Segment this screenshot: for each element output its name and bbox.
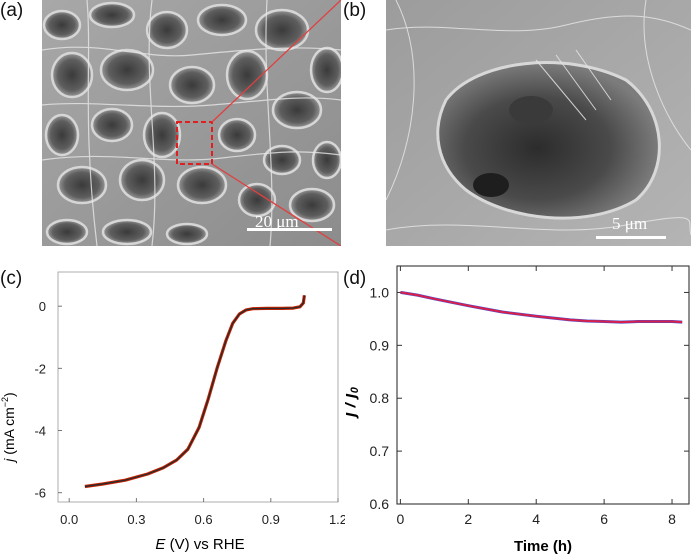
y-axis-label-d: j / j0 (345, 386, 361, 419)
y-tick-label-c: 0 (39, 299, 46, 314)
scale-bar-b (596, 236, 666, 239)
x-axis-label-d: Time (h) (514, 538, 572, 555)
x-tick-label-d: 0 (396, 511, 404, 527)
lsv-chart: 0.0 0.3 0.6 0.9 1.2 0 -2 -4 -6 E (V) vs RHE j (m… (0, 271, 345, 553)
plot-frame-d (396, 265, 690, 505)
x-tick-label-c: 0.3 (127, 512, 145, 527)
y-tick-label-d: 0.6 (370, 496, 390, 512)
panel-label-c: (c) (0, 268, 23, 289)
stability-chart: 0 2 4 6 8 1.0 0.9 0.8 0.7 0.6 Time (h) j / j0 (345, 265, 690, 555)
stability-curve (400, 291, 683, 324)
y-tick-label-c: -2 (34, 361, 46, 376)
lsv-curve-red (84, 295, 306, 489)
scale-label-a: 20 μm (255, 212, 299, 231)
panel-label-d: (d) (343, 268, 367, 289)
panel-label-a: (a) (0, 0, 24, 21)
sem-image-a (42, 0, 341, 246)
scale-label-b: 5 μm (612, 214, 648, 233)
x-tick-label-c: 0.0 (60, 512, 78, 527)
y-tick-label-c: -6 (34, 486, 46, 501)
y-axis-label-c: j (mA cm−2) (0, 392, 17, 463)
y-tick-label-d: 0.7 (370, 443, 390, 459)
x-tick-label-d: 4 (532, 511, 540, 527)
x-tick-label-c: 1.2 (329, 512, 345, 527)
y-tick-label-c: -4 (34, 424, 46, 439)
zoom-region-box (176, 121, 213, 165)
x-tick-label-c: 0.6 (195, 512, 213, 527)
plot-frame-c (57, 271, 339, 503)
lsv-curve-dark (84, 295, 306, 488)
x-axis-label-c: E (V) vs RHE (155, 536, 244, 553)
sem-image-b (386, 0, 691, 246)
y-tick-label-d: 0.8 (370, 390, 390, 406)
x-tick-label-d: 6 (600, 511, 608, 527)
x-tick-label-c: 0.9 (262, 512, 280, 527)
scale-bar-a (247, 228, 332, 231)
panel-label-b: (b) (343, 0, 367, 21)
y-tick-label-d: 0.9 (370, 337, 390, 353)
y-tick-label-d: 1.0 (370, 284, 390, 300)
x-tick-label-d: 8 (668, 511, 676, 527)
x-tick-label-d: 2 (464, 511, 472, 527)
